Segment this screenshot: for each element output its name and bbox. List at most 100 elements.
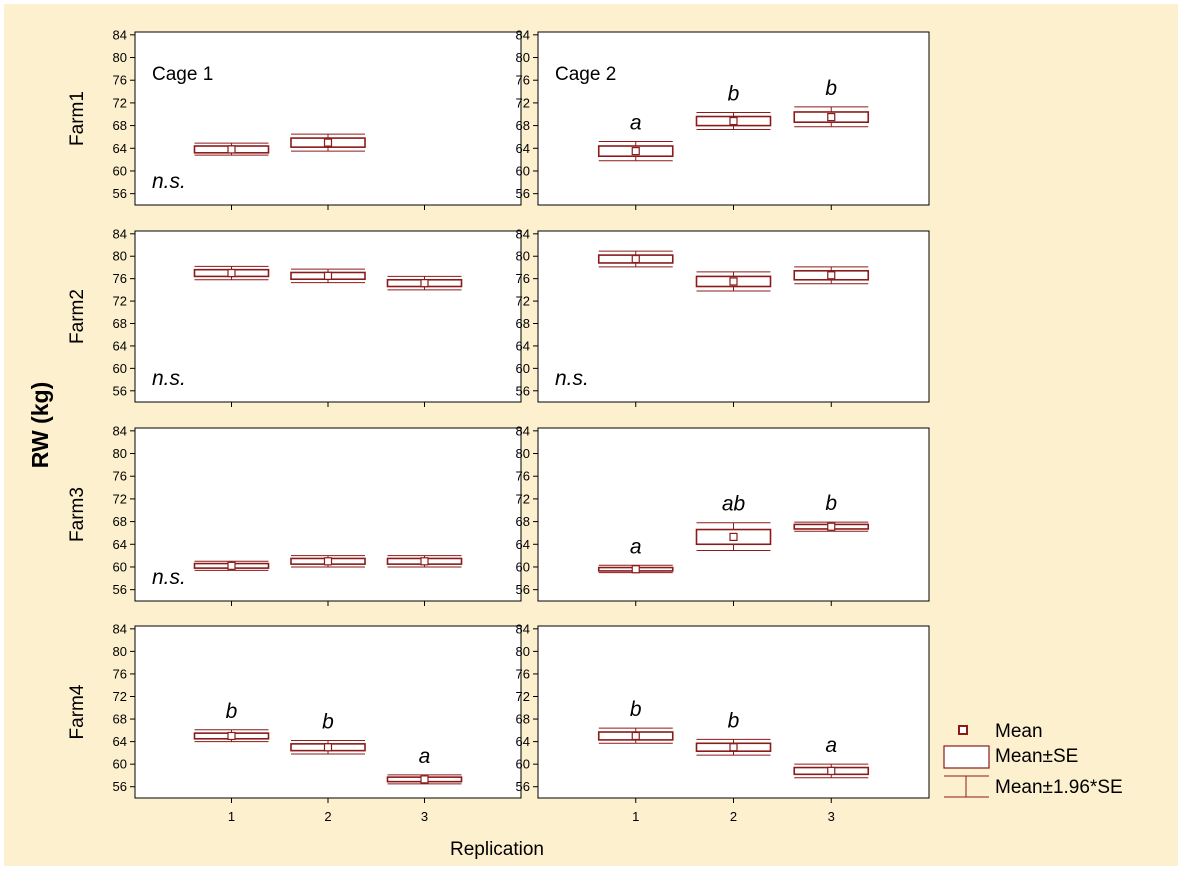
y-tick-label: 84 <box>113 621 127 636</box>
x-axis-label: Replication <box>450 839 544 860</box>
y-tick-label: 76 <box>516 666 530 681</box>
plot-frame <box>134 427 522 602</box>
group-letter: a <box>630 535 642 558</box>
panel-farm2-1: 56 60 64 68 72 76 80 84 Farm2 n.s. <box>67 226 522 407</box>
y-tick-label: 60 <box>516 757 530 772</box>
y-tick-label: 56 <box>113 582 127 597</box>
panel-farm3-1: 56 60 64 68 72 76 80 84 Farm3 n.s. <box>67 423 522 606</box>
y-tick-label: 64 <box>113 734 127 749</box>
replication-2-glyph <box>290 133 366 152</box>
mean-marker <box>729 532 738 542</box>
replication-2-glyph: b <box>290 710 366 755</box>
panel-farm2-2: 56 60 64 68 72 76 80 84 n.s. <box>516 226 930 407</box>
replication-1-glyph: a <box>597 111 674 162</box>
group-letter: a <box>825 734 837 757</box>
mean-marker <box>227 145 236 154</box>
replication-2-glyph: ab <box>695 493 772 552</box>
y-tick-label: 72 <box>516 689 530 704</box>
y-tick-label: 64 <box>113 537 127 552</box>
replication-1-glyph: b <box>597 698 674 744</box>
mean-marker <box>827 112 836 122</box>
y-tick-label: 60 <box>516 559 530 574</box>
replication-1-glyph <box>597 250 674 268</box>
mean-marker <box>420 775 429 784</box>
replication-2-glyph <box>290 555 366 568</box>
y-tick-label: 76 <box>113 271 127 286</box>
legend: Mean Mean±SE Mean±1.96*SE <box>943 721 1123 798</box>
mean-marker <box>420 279 429 288</box>
y-tick-label: 64 <box>516 734 530 749</box>
plot-frame <box>537 230 930 403</box>
significance-note: n.s. <box>152 170 186 193</box>
y-tick-label: 72 <box>516 95 530 110</box>
panel-grid: 56 60 64 68 72 76 80 84 Farm1 Cage 1 n.s. 56 60 64 68 7… <box>67 27 930 824</box>
legend-ci-label: Mean±1.96*SE <box>995 777 1123 798</box>
y-tick-label: 68 <box>113 514 127 529</box>
y-tick-label: 76 <box>516 469 530 484</box>
replication-1-glyph <box>193 560 270 571</box>
legend-mean-label: Mean <box>995 721 1043 742</box>
row-label: Farm4 <box>67 684 88 739</box>
mean-marker <box>227 561 236 570</box>
group-letter: ab <box>722 493 746 516</box>
mean-marker <box>729 743 738 752</box>
y-tick-label: 68 <box>516 118 530 133</box>
mean-marker <box>420 557 429 566</box>
y-tick-label: 60 <box>516 361 530 376</box>
y-tick-label: 84 <box>516 423 530 438</box>
y-tick-label: 80 <box>113 644 127 659</box>
legend-se-box <box>943 745 990 769</box>
group-letter: b <box>322 710 334 733</box>
y-tick-label: 68 <box>516 316 530 331</box>
replication-3-glyph: b <box>793 77 870 128</box>
x-tick-label: 1 <box>632 809 639 824</box>
row-label: Farm1 <box>67 91 88 146</box>
y-tick-label: 80 <box>113 446 127 461</box>
panel-farm4-1: 56 60 64 68 72 76 80 84 1 2 3 Farm4 b b a <box>67 621 522 824</box>
cage-label: Cage 2 <box>555 64 616 85</box>
mean-marker <box>631 147 640 156</box>
y-tick-label: 80 <box>516 446 530 461</box>
y-tick-label: 80 <box>113 249 127 264</box>
mean-marker <box>323 271 333 280</box>
mean-marker <box>631 254 640 264</box>
y-tick-label: 56 <box>516 383 530 398</box>
y-tick-label: 72 <box>113 689 127 704</box>
mean-marker <box>227 268 236 278</box>
x-tick-label: 3 <box>828 809 835 824</box>
replication-3-glyph <box>386 555 463 568</box>
mean-marker <box>729 116 738 126</box>
y-tick-label: 80 <box>516 644 530 659</box>
y-tick-label: 76 <box>516 73 530 88</box>
y-tick-label: 60 <box>113 559 127 574</box>
replication-2-glyph: b <box>695 709 772 756</box>
y-tick-label: 68 <box>113 118 127 133</box>
y-tick-label: 68 <box>113 712 127 727</box>
mean-marker <box>631 731 640 741</box>
y-tick-label: 64 <box>113 338 127 353</box>
y-tick-label: 68 <box>516 712 530 727</box>
y-tick-label: 80 <box>113 50 127 65</box>
y-tick-label: 80 <box>516 249 530 264</box>
replication-3-glyph <box>793 266 870 285</box>
y-tick-label: 76 <box>113 73 127 88</box>
x-tick-label: 2 <box>730 809 737 824</box>
cage-label: Cage 1 <box>152 64 213 85</box>
y-axis-label: RW (kg) <box>27 382 53 468</box>
x-tick-label: 1 <box>228 809 235 824</box>
replication-2-glyph: b <box>695 83 772 131</box>
y-tick-label: 84 <box>113 27 127 42</box>
y-tick-label: 60 <box>113 361 127 376</box>
group-letter: b <box>825 492 837 515</box>
y-tick-label: 80 <box>516 50 530 65</box>
y-tick-label: 72 <box>516 294 530 309</box>
panel-farm4-2: 56 60 64 68 72 76 80 84 1 2 3 b b a <box>516 621 930 824</box>
y-tick-label: 60 <box>113 163 127 178</box>
x-tick-label: 3 <box>421 809 428 824</box>
replication-2-glyph <box>695 271 772 292</box>
y-tick-label: 72 <box>113 491 127 506</box>
replication-3-glyph: b <box>793 492 870 532</box>
group-letter: b <box>630 698 642 721</box>
significance-note: n.s. <box>152 566 186 589</box>
group-letter: b <box>226 700 238 723</box>
